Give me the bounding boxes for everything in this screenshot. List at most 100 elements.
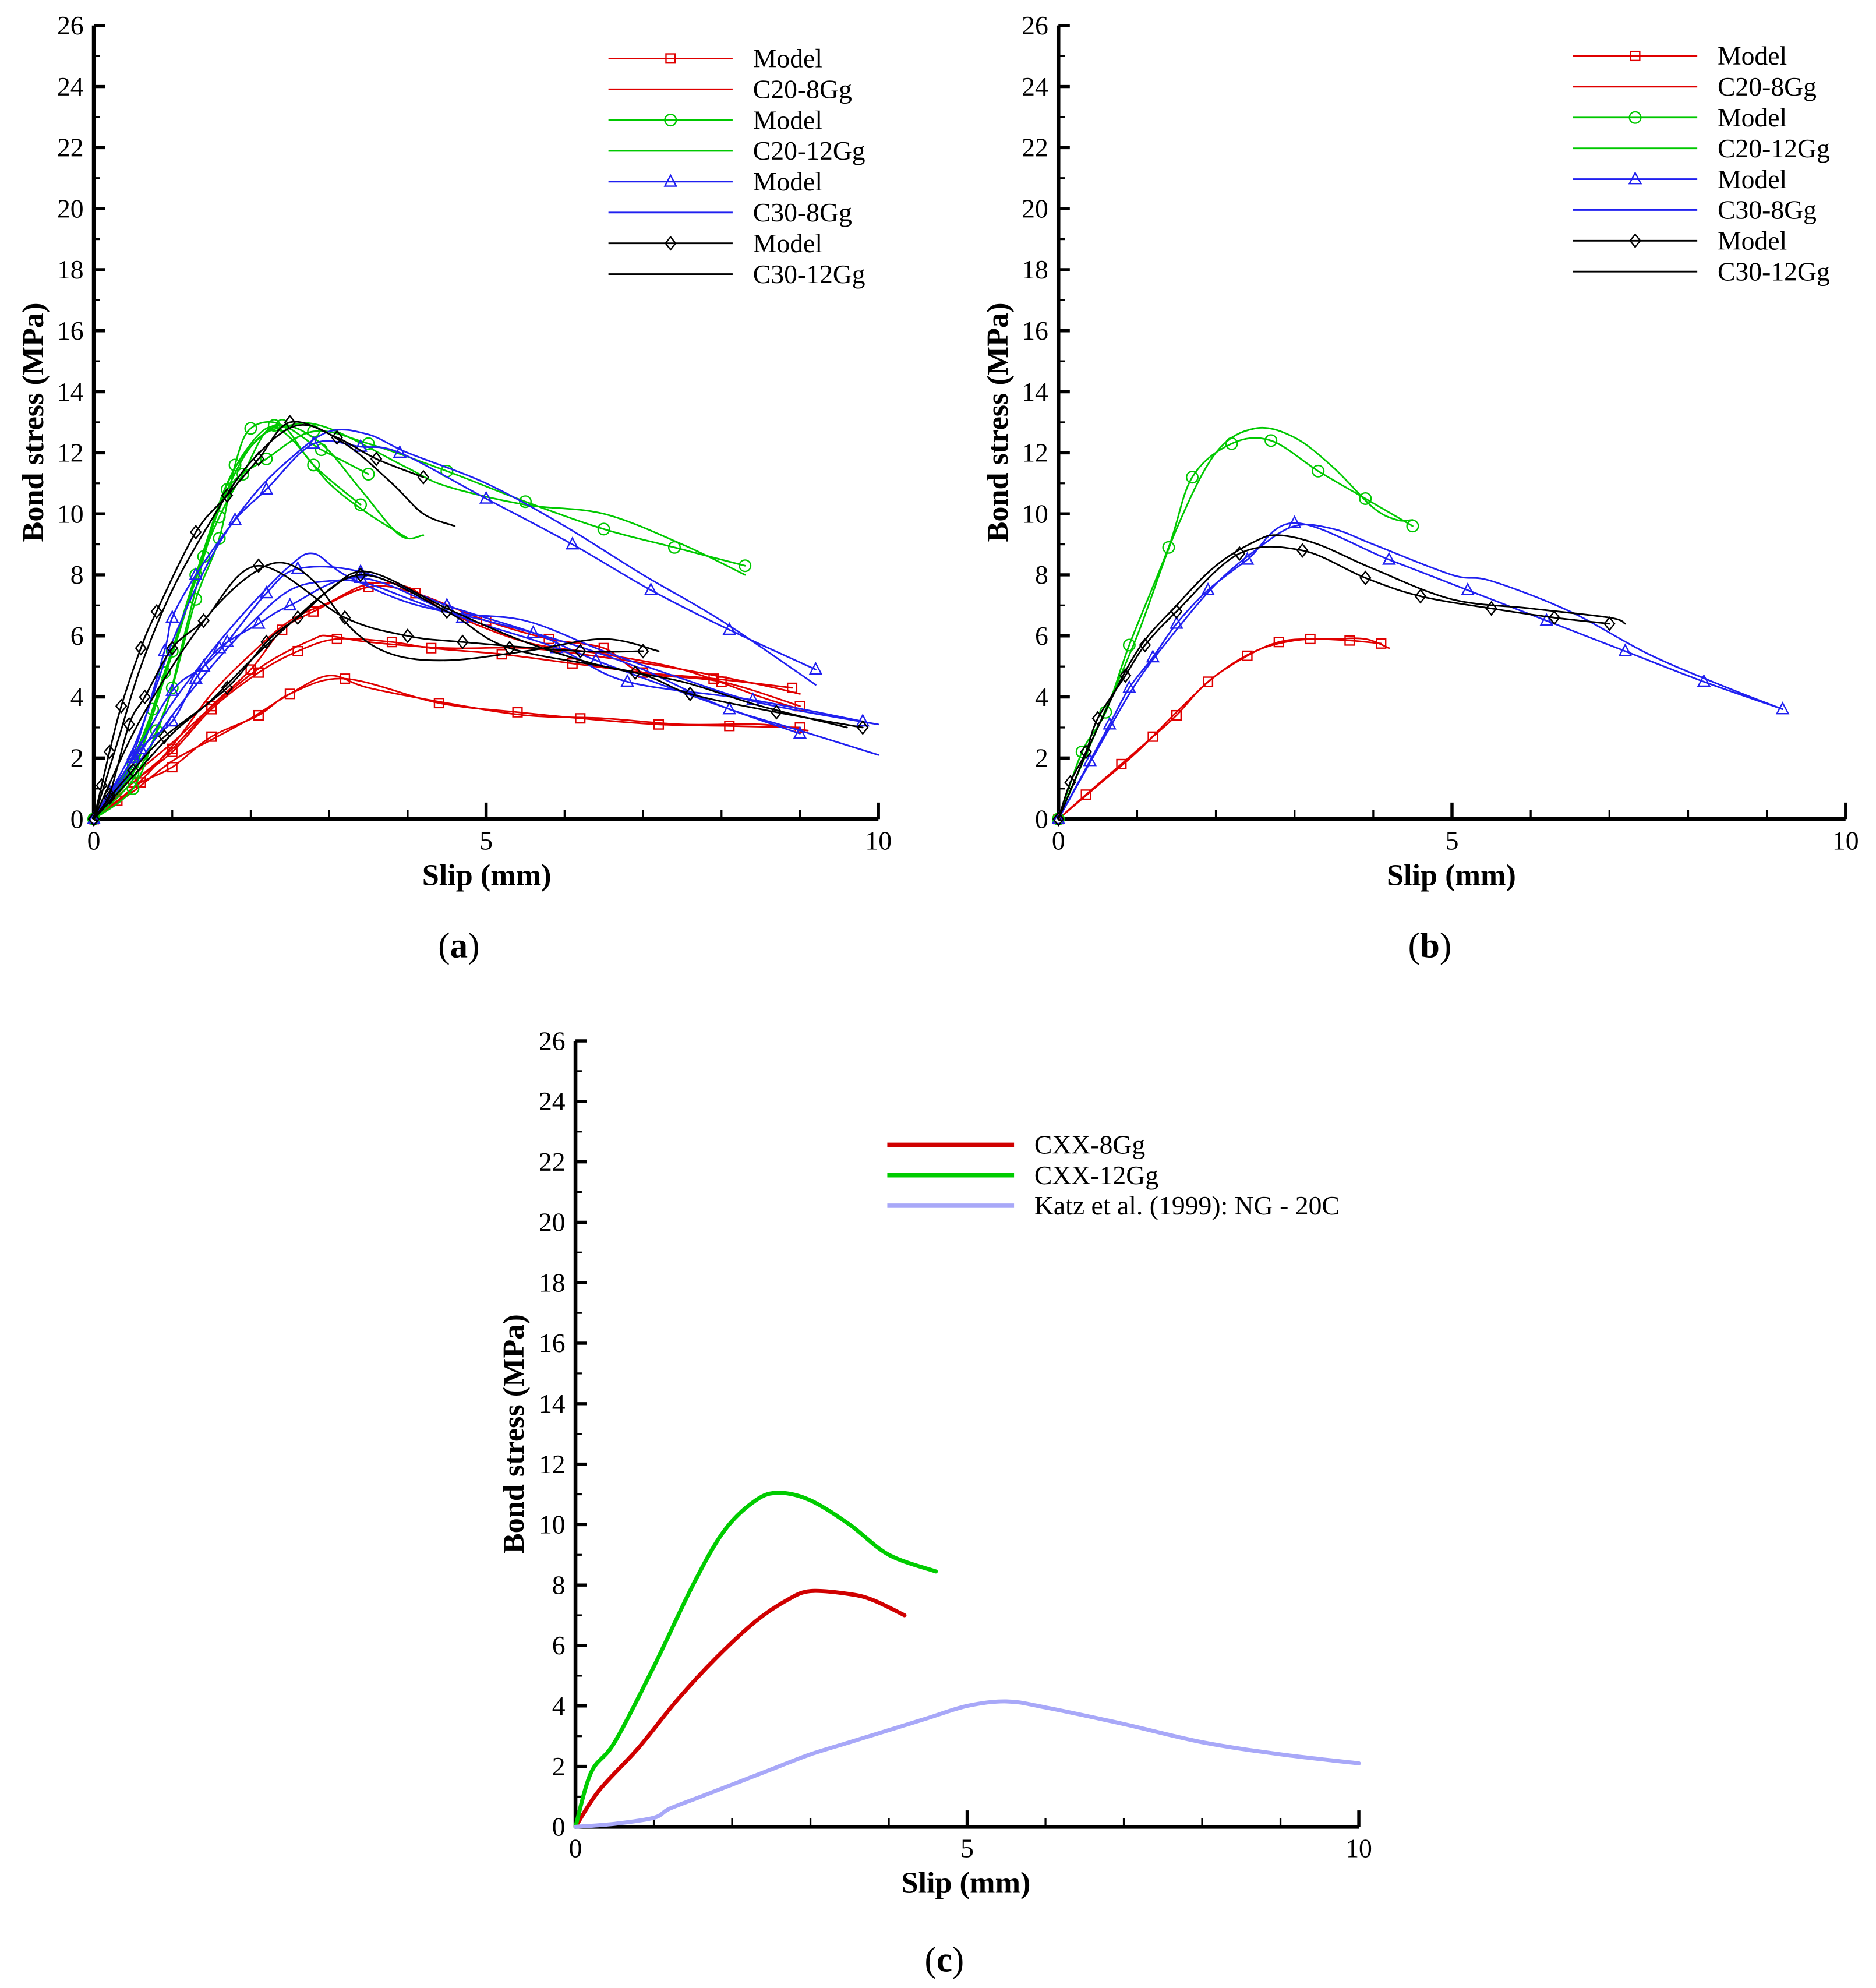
square-marker (724, 721, 735, 732)
triangle-marker (165, 683, 179, 696)
x-axis-label: Slip (mm) (1387, 858, 1516, 892)
triangle-marker (620, 673, 634, 687)
series-model (87, 558, 649, 827)
y-tick-label: 0 (552, 1812, 566, 1842)
legend-entry: C20-8Gg (608, 74, 852, 104)
y-tick-label: 0 (1035, 804, 1048, 834)
y-tick-label: 12 (1022, 438, 1048, 468)
x-tick-label: 0 (569, 1834, 582, 1863)
square-marker (1344, 635, 1355, 646)
y-tick-label: 16 (1022, 316, 1048, 345)
circle-marker (1628, 111, 1642, 124)
legend-entry: C20-8Gg (1573, 72, 1817, 101)
triangle-marker (1051, 811, 1066, 824)
triangle-marker (1461, 582, 1475, 595)
legend-label: CXX-8Gg (1034, 1130, 1145, 1160)
series-c20-8gg (93, 675, 809, 820)
triangle-marker (793, 726, 807, 739)
circle-marker (244, 422, 257, 435)
legend-label: C20-12Gg (1718, 133, 1830, 163)
legend-label: C30-8Gg (1718, 195, 1817, 225)
legend-label: Model (1718, 41, 1787, 70)
caption-paren: ) (468, 926, 479, 965)
y-tick-label: 24 (539, 1086, 566, 1116)
series-c30-12gg (93, 423, 456, 820)
circle-marker (260, 452, 273, 465)
series-c30-8gg (1057, 524, 1784, 820)
circle-marker (1359, 492, 1372, 505)
caption-paren: ( (925, 1940, 937, 1979)
legend-entry: Model (1573, 103, 1787, 132)
triangle-marker (663, 174, 678, 187)
triangle-marker (87, 811, 101, 824)
series-model (1052, 434, 1419, 826)
series-line (93, 423, 456, 820)
diamond-marker (665, 235, 677, 251)
diamond-marker (1052, 811, 1065, 827)
legend-label: C30-12Gg (753, 259, 865, 289)
y-tick-label: 26 (1022, 10, 1048, 40)
y-tick-label: 22 (539, 1147, 566, 1177)
circle-marker (518, 495, 532, 509)
legend-label: Model (753, 105, 822, 135)
series-model (87, 415, 430, 827)
diamond-marker (158, 729, 171, 744)
x-tick-label: 5 (1446, 825, 1459, 855)
series-line (1057, 534, 1626, 820)
legend-label: CXX-12Gg (1034, 1160, 1158, 1190)
square-marker (512, 707, 523, 718)
legend-entry: Model (608, 228, 822, 258)
legend-label: C30-12Gg (1718, 256, 1830, 286)
circle-marker (1122, 638, 1136, 652)
triangle-marker (283, 597, 297, 611)
diamond-marker (252, 558, 265, 574)
legend-entry: Katz et al. (1999): NG - 20C (887, 1191, 1340, 1220)
y-tick-label: 4 (1035, 682, 1048, 712)
y-axis-label: Bond stress (MPa) (497, 1314, 531, 1553)
square-marker (665, 53, 676, 64)
series-line (573, 1588, 907, 1829)
y-tick-label: 18 (1022, 255, 1048, 284)
diamond-marker (637, 644, 649, 659)
y-tick-label: 8 (70, 560, 84, 589)
diamond-marker (331, 430, 343, 445)
diamond-marker (1080, 744, 1092, 760)
caption-letter: a (450, 926, 468, 965)
circle-marker (126, 782, 140, 795)
series-cxx-8gg (573, 1588, 907, 1829)
triangle-marker (165, 609, 179, 623)
diamond-marker (1414, 588, 1427, 604)
diamond-marker (1629, 233, 1641, 249)
diamond-marker (123, 716, 135, 732)
diamond-marker (292, 610, 304, 626)
square-marker (253, 709, 264, 721)
caption-paren: ) (1440, 926, 1451, 965)
triangle-marker (189, 567, 203, 580)
circle-marker (597, 522, 610, 536)
diamond-marker (338, 610, 351, 626)
legend-entry: Model (1573, 226, 1787, 256)
y-tick-label: 14 (1022, 377, 1048, 407)
x-tick-label: 10 (1345, 1834, 1372, 1863)
series-line (93, 552, 879, 820)
square-marker (567, 658, 578, 669)
triangle-marker (1628, 171, 1642, 185)
triangle-marker (134, 741, 148, 754)
diamond-marker (1119, 668, 1132, 683)
y-tick-label: 20 (539, 1207, 566, 1237)
diamond-marker (1485, 601, 1497, 616)
diamond-marker (503, 640, 516, 656)
legend-entry: C30-12Gg (608, 259, 865, 289)
y-tick-label: 4 (552, 1691, 566, 1721)
y-tick-label: 20 (1022, 193, 1048, 223)
y-tick-label: 24 (57, 72, 84, 101)
x-tick-label: 0 (1052, 825, 1065, 855)
series-cxx-12gg (573, 1491, 938, 1829)
series-line (93, 570, 848, 820)
square-marker (167, 743, 178, 754)
diamond-marker (221, 680, 234, 695)
diamond-marker (417, 469, 430, 485)
square-marker (331, 633, 342, 645)
triangle-marker (644, 582, 658, 595)
